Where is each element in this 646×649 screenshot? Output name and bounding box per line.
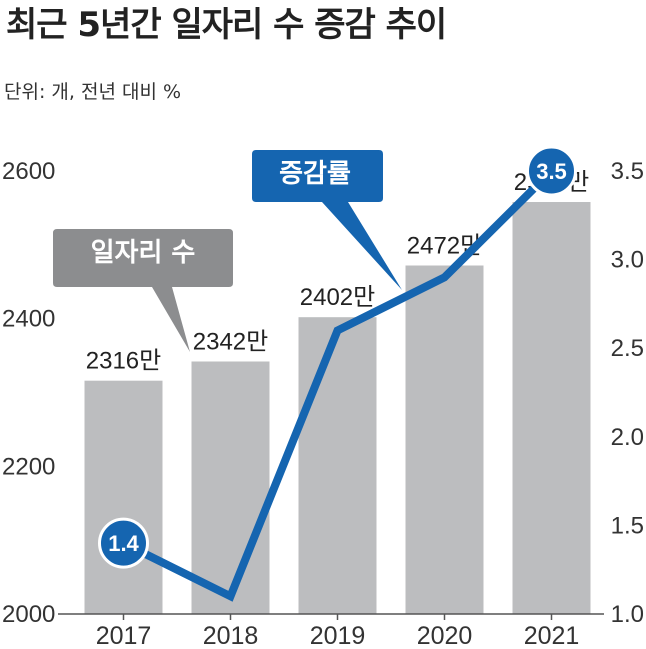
bar-value-label: 2316만	[86, 348, 161, 375]
x-tick-label: 2020	[417, 622, 473, 649]
right-tick-label: 2.5	[611, 335, 644, 362]
unit-note: 단위: 개, 전년 대비 %	[4, 81, 181, 103]
rate-callout: 증감률	[252, 150, 402, 290]
x-tick-label: 2018	[203, 622, 259, 649]
right-tick-label: 1.0	[611, 601, 644, 628]
rate-point-label: 3.5	[536, 159, 567, 184]
right-axis: 1.0 1.5 2.0 2.5 3.0 3.5	[611, 158, 644, 628]
right-tick-label: 2.0	[611, 424, 644, 451]
x-tick-label: 2017	[96, 622, 152, 649]
left-axis: 2000 2200 2400 2600	[2, 158, 55, 628]
bar	[84, 380, 163, 614]
jobs-callout-box	[53, 229, 233, 352]
rate-point	[98, 517, 149, 569]
left-tick-label: 2600	[2, 158, 55, 185]
bar	[405, 265, 484, 614]
right-tick-label: 3.5	[611, 158, 644, 185]
bar	[298, 317, 377, 614]
line-series	[119, 167, 556, 602]
x-tick-label: 2019	[310, 622, 366, 649]
rate-callout-label: 증감률	[279, 159, 351, 189]
bar-value-label: 2342만	[193, 328, 268, 355]
bar-value-label: 2402만	[300, 284, 375, 311]
rate-point-label: 1.4	[108, 531, 139, 556]
rate-line	[119, 167, 556, 602]
bar	[191, 361, 270, 614]
jobs-callout-label: 일자리 수	[91, 238, 196, 268]
left-tick-label: 2200	[2, 453, 55, 480]
right-tick-label: 3.0	[611, 247, 644, 274]
right-tick-label: 1.5	[611, 512, 644, 539]
rate-callout-box	[252, 150, 402, 290]
x-axis: 2017 2018 2019 2020 2021	[96, 614, 580, 649]
left-tick-label: 2400	[2, 306, 55, 333]
jobs-callout: 일자리 수	[53, 229, 233, 352]
bar	[512, 202, 591, 614]
chart-title: 최근 5년간 일자리 수 증감 추이	[6, 5, 446, 45]
x-tick-label: 2021	[524, 622, 580, 649]
left-tick-label: 2000	[2, 601, 55, 628]
rate-point	[526, 145, 577, 197]
bar-series	[84, 202, 591, 614]
line-points: 1.4 3.5	[98, 145, 577, 569]
